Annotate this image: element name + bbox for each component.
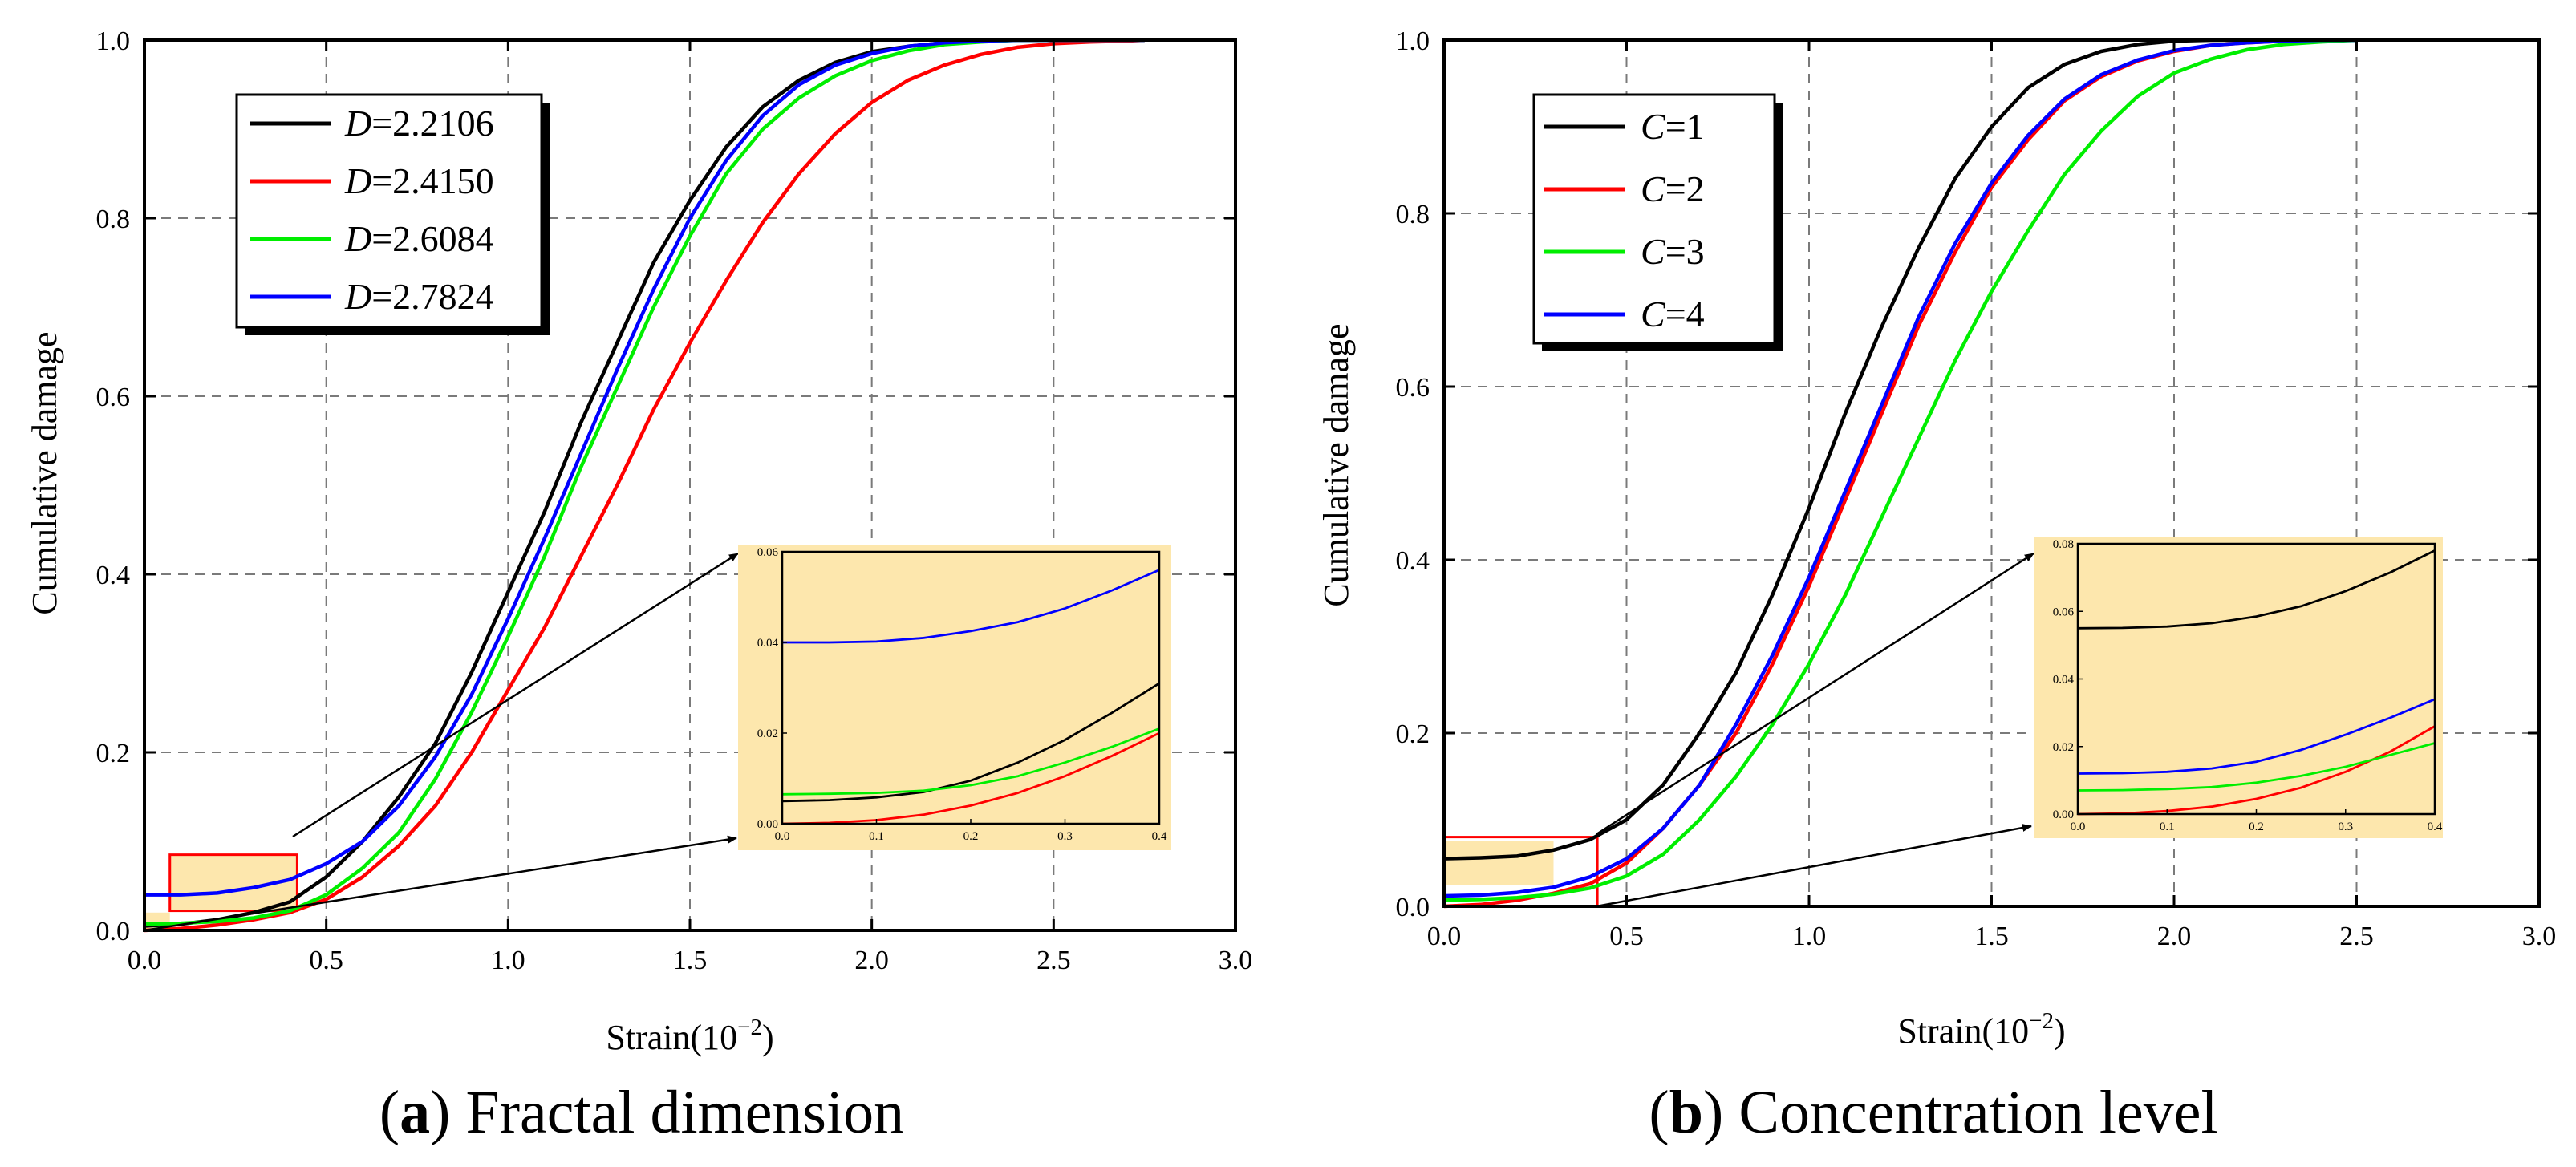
- x-tick-label: 1.5: [1974, 922, 2009, 951]
- inset-background: [738, 545, 1171, 850]
- legend-label-3: D=2.6084: [344, 218, 494, 259]
- y-tick-label: 0.2: [1396, 719, 1430, 749]
- x-tick-label: 2.0: [2157, 922, 2192, 951]
- x-tick-label: 2.5: [2339, 922, 2374, 951]
- y-tick-label: 1.0: [1396, 26, 1430, 56]
- inset-chart: 0.0 0.1 0.2 0.3 0.4 0.00 0.02 0.04 0.06: [738, 545, 1171, 850]
- x-tick-label: 0.5: [309, 946, 343, 975]
- y-tick-label: 0.4: [1396, 546, 1430, 576]
- y-tick-label: 0.8: [96, 205, 131, 234]
- inset-series-line-3: [781, 727, 1160, 796]
- y-tick-label: 0.0: [96, 917, 131, 946]
- inset-y-tick-label: 0.08: [2053, 538, 2074, 551]
- panel-a: Cumulative damage Strain(10−2) (a) Fract…: [25, 331, 904, 1146]
- zoom-arrow-2: [144, 835, 737, 932]
- inset-x-tick-label: 0.1: [2160, 821, 2175, 833]
- inset-x-tick-label: 0.2: [2249, 821, 2264, 833]
- series-line-3: [1443, 38, 2357, 902]
- panel-a-ylabel: Cumulative damage: [25, 331, 64, 614]
- inset-series-line-4: [2077, 698, 2436, 775]
- inset-x-tick-label: 0.1: [869, 830, 884, 843]
- panel-b-ylabel: Cumulative damage: [1316, 323, 1356, 606]
- x-tick-label: 0.0: [1427, 922, 1462, 951]
- legend-label-4: C=4: [1641, 294, 1705, 334]
- legend-box: [235, 93, 543, 329]
- x-tick-label: 3.0: [1219, 946, 1253, 975]
- zoom-source-fill: [1444, 841, 1554, 885]
- legend: C=1 C=2 C=3 C=4: [1532, 93, 1783, 351]
- tick-group: 0.0 0.5 1.0 1.5 2.0 2.5 3.0 0.0 0.2 0.4 0.6 0.8 1.0: [96, 26, 1253, 975]
- tick-group: 0.0 0.5 1.0 1.5 2.0 2.5 3.0 0.0 0.2 0.4 0.6 0.8 1.0: [1396, 26, 2557, 951]
- inset-background: [2034, 537, 2443, 838]
- legend-label-2: D=2.4150: [344, 160, 494, 201]
- x-tick-label: 1.0: [1792, 922, 1827, 951]
- x-tick-label: 3.0: [2522, 922, 2557, 951]
- zoom-arrows: [1596, 552, 2034, 908]
- inset-y-tick-label: 0.04: [757, 637, 779, 650]
- zoom-arrow-2: [1596, 824, 2032, 908]
- x-tick-label: 0.0: [128, 946, 162, 975]
- inset-series-line-3: [2077, 742, 2436, 792]
- y-tick-label: 0.2: [96, 739, 131, 768]
- x-tick-label: 1.5: [673, 946, 708, 975]
- x-tick-label: 1.0: [491, 946, 525, 975]
- y-tick-label: 0.4: [96, 561, 131, 590]
- chart-b: 0.0 0.5 1.0 1.5 2.0 2.5 3.0 0.0 0.2 0.4 0.6 0.8 1.0 C…: [1396, 26, 2557, 951]
- x-tick-label: 2.0: [854, 946, 889, 975]
- y-tick-label: 1.0: [96, 26, 131, 56]
- y-tick-label: 0.6: [1396, 373, 1430, 403]
- legend-label-1: C=1: [1641, 106, 1705, 147]
- x-tick-label: 2.5: [1036, 946, 1071, 975]
- inset-x-tick-label: 0.3: [2338, 821, 2353, 833]
- inset-y-tick-label: 0.02: [2053, 741, 2074, 754]
- panel-a-caption: (a) Fractal dimension: [379, 1079, 904, 1146]
- inset-series-line-1: [781, 682, 1160, 803]
- inset-x-tick-label: 0.3: [1057, 830, 1073, 843]
- inset-x-tick-label: 0.4: [1152, 830, 1167, 843]
- y-tick-label: 0.6: [96, 383, 131, 412]
- inset-x-tick-label: 0.4: [2428, 821, 2443, 833]
- legend-label-1: D=2.2106: [344, 103, 494, 144]
- zoom-arrows: [144, 552, 739, 932]
- chart-marks-layer: 0.0 0.5 1.0 1.5 2.0 2.5 3.0 0.0 0.2 0.4 0.6 0.8 1.0 D…: [96, 26, 2557, 975]
- inset-series-line-2: [781, 731, 1160, 825]
- chart-a: 0.0 0.5 1.0 1.5 2.0 2.5 3.0 0.0 0.2 0.4 0.6 0.8 1.0 D…: [96, 26, 1253, 975]
- inset-y-tick-label: 0.04: [2053, 674, 2075, 687]
- inset-series-line-4: [782, 569, 1160, 644]
- y-tick-label: 0.8: [1396, 200, 1430, 229]
- inset-series-line-1: [2077, 549, 2436, 630]
- legend-label-3: C=3: [1641, 231, 1705, 272]
- y-tick-label: 0.0: [1396, 893, 1430, 922]
- inset-y-tick-label: 0.06: [757, 546, 779, 559]
- series-line-4: [1443, 38, 2357, 898]
- zoom-arrow-1: [292, 552, 739, 838]
- legend-box: [1532, 93, 1776, 345]
- zoom-arrow-1: [1596, 552, 2034, 836]
- inset-x-tick-label: 0.2: [963, 830, 979, 843]
- inset-x-tick-label: 0.0: [2071, 821, 2086, 833]
- legend-label-4: D=2.7824: [344, 276, 494, 317]
- x-tick-label: 0.5: [1609, 922, 1644, 951]
- inset-y-tick-label: 0.00: [2053, 808, 2074, 821]
- panel-a-xlabel: Strain(10−2): [606, 1015, 773, 1057]
- inset-chart: 0.0 0.1 0.2 0.3 0.4 0.00 0.02 0.04 0.06 0.08: [2034, 537, 2443, 838]
- inset-y-tick-label: 0.00: [757, 818, 778, 831]
- legend-label-2: C=2: [1641, 168, 1705, 209]
- panel-b-xlabel: Strain(10−2): [1897, 1008, 2065, 1051]
- legend: D=2.2106 D=2.4150 D=2.6084 D=2.7824: [235, 93, 550, 335]
- panel-b: Cumulative damage Strain(10−2) (b) Conce…: [1316, 323, 2218, 1146]
- panel-b-caption: (b) Concentration level: [1649, 1079, 2217, 1146]
- inset-x-tick-label: 0.0: [775, 830, 790, 843]
- inset-y-tick-label: 0.06: [2053, 606, 2075, 618]
- inset-y-tick-label: 0.02: [757, 727, 778, 740]
